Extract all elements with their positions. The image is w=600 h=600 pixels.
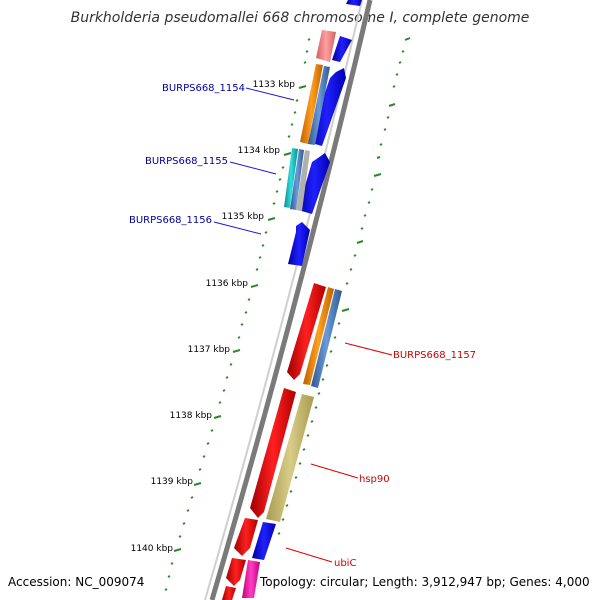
leader-BURPS668_1156	[213, 221, 262, 235]
cds-reverse-small	[222, 586, 236, 600]
gene-labels: BURPS668_1154 BURPS668_1155 BURPS668_115…	[129, 83, 476, 569]
feature-pink	[316, 30, 336, 62]
reverse-cds-track	[222, 283, 342, 600]
tick-label: 1137 kbp	[188, 345, 231, 355]
misc-feature-track	[284, 30, 336, 211]
cds-forward-ubiC	[252, 522, 276, 560]
tick-label: 1138 kbp	[170, 411, 213, 421]
feature-steelblue-1157	[311, 289, 342, 388]
tick-labels: 1133 kbp 1134 kbp 1135 kbp 1136 kbp 1137…	[131, 80, 296, 554]
gc-content-track	[277, 37, 411, 535]
tick-label: 1139 kbp	[151, 477, 194, 487]
feature-orange-1	[300, 64, 323, 144]
gene-label-BURPS668_1156[interactable]: BURPS668_1156	[129, 215, 212, 226]
feature-grey	[296, 150, 310, 211]
gene-label-ubiC[interactable]: ubiC	[334, 558, 356, 569]
cds-reverse-ubiC-2	[226, 558, 246, 586]
gene-label-BURPS668_1157[interactable]: BURPS668_1157	[393, 350, 476, 361]
cds-forward-2	[332, 36, 352, 62]
accession-label: Accession: NC_009074	[8, 575, 145, 589]
leader-hsp90	[310, 463, 359, 479]
cds-reverse-ubiC-1	[234, 518, 258, 556]
cds-forward-1	[346, 0, 362, 6]
backbone-outer	[209, 0, 373, 600]
feature-khaki-hsp90	[266, 394, 314, 522]
leader-BURPS668_1157	[344, 342, 393, 356]
feature-magenta	[242, 560, 260, 598]
leader-BURPS668_1154	[245, 87, 295, 101]
gene-label-BURPS668_1155[interactable]: BURPS668_1155	[145, 156, 228, 167]
cds-reverse-hsp90	[250, 388, 296, 518]
tick-label: 1140 kbp	[131, 544, 174, 554]
cds-reverse-1157	[287, 283, 326, 380]
feature-orange-1157	[303, 287, 334, 385]
label-leader-lines	[213, 87, 393, 563]
tick-label: 1135 kbp	[222, 212, 265, 222]
cds-forward-4	[298, 153, 330, 214]
cds-forward-5	[288, 222, 310, 266]
leader-BURPS668_1155	[229, 161, 277, 175]
tick-label: 1133 kbp	[253, 80, 296, 90]
gene-label-hsp90[interactable]: hsp90	[359, 474, 390, 485]
tick-label: 1134 kbp	[238, 146, 281, 156]
tick-label: 1136 kbp	[206, 279, 249, 289]
leader-ubiC	[285, 547, 333, 563]
coordinate-track	[164, 38, 311, 591]
map-title: Burkholderia pseudomallei 668 chromosome…	[70, 10, 530, 26]
feature-cyan	[284, 148, 298, 208]
feature-steelblue-1	[308, 66, 330, 145]
topology-label: Topology: circular; Length: 3,912,947 bp…	[260, 575, 590, 589]
feature-steelblue-2	[290, 149, 304, 210]
gene-label-BURPS668_1154[interactable]: BURPS668_1154	[162, 83, 245, 94]
